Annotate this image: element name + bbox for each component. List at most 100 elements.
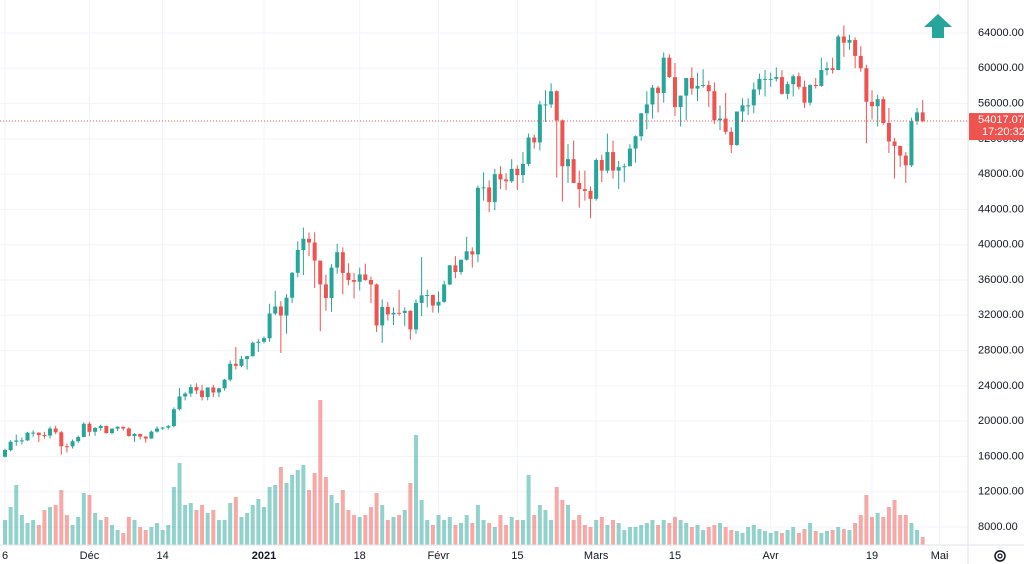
volume-bar: [650, 520, 655, 545]
candle-body: [166, 426, 171, 428]
countdown-label: 17:20:32: [982, 126, 1024, 138]
volume-bar: [380, 505, 385, 545]
volume-bar: [779, 533, 784, 545]
volume-bar: [841, 529, 846, 545]
x-tick-label: 2021: [252, 550, 276, 562]
candle-body: [560, 120, 565, 167]
arrow-icon[interactable]: [924, 14, 952, 38]
volume-bar: [256, 499, 261, 545]
volume-bar: [543, 510, 548, 545]
volume-bar: [447, 517, 452, 545]
volume-bar: [689, 527, 694, 545]
volume-bar: [183, 505, 188, 545]
candle-body: [391, 312, 396, 315]
volume-bar: [205, 513, 210, 545]
volume-bar: [554, 487, 559, 545]
volume-bar: [481, 520, 486, 545]
candle-body: [419, 295, 424, 303]
volume-bar: [763, 531, 768, 545]
volume-bar: [824, 531, 829, 545]
candle-body: [447, 265, 452, 285]
candle-body: [492, 174, 497, 202]
candle-body: [312, 242, 317, 261]
volume-bar: [802, 529, 807, 545]
candle-body: [318, 260, 323, 285]
candle-body: [346, 272, 351, 280]
candle-body: [205, 387, 210, 398]
candle-body: [740, 105, 745, 112]
volume-bar: [796, 533, 801, 545]
volume-bar: [132, 520, 137, 545]
volume-bar: [233, 497, 238, 545]
candle-body: [487, 187, 492, 202]
candle-body: [430, 294, 435, 306]
candle-body: [453, 265, 458, 273]
candle-body: [909, 121, 914, 166]
candle-body: [892, 141, 897, 146]
candle-body: [138, 433, 143, 437]
volume-bar: [740, 533, 745, 545]
volume-bar: [616, 523, 621, 545]
candle-body: [858, 55, 863, 69]
candle-body: [109, 428, 114, 434]
y-tick-label: 16000.00: [978, 450, 1024, 462]
y-tick-label: 36000.00: [978, 274, 1024, 286]
volume-bar: [385, 520, 390, 545]
y-tick-label: 32000.00: [978, 309, 1024, 321]
volume-bar: [633, 527, 638, 545]
candle-body: [689, 77, 694, 89]
x-tick-label: Avr: [763, 550, 780, 562]
volume-bar: [526, 475, 531, 545]
candle-body: [87, 423, 92, 432]
candle-body: [582, 189, 587, 191]
volume-bar: [853, 523, 858, 545]
candle-body: [233, 363, 238, 366]
candle-body: [464, 251, 469, 260]
candle-body: [830, 68, 835, 71]
candle-body: [526, 137, 531, 164]
candle-body: [481, 187, 486, 189]
volume-bar: [520, 520, 525, 545]
volume-bar: [498, 515, 503, 545]
candle-body: [718, 118, 723, 121]
volume-bar: [267, 487, 272, 545]
volume-bar: [31, 520, 36, 545]
candle-body: [329, 267, 334, 298]
volume-bar: [622, 530, 627, 545]
last-price-label: 54017.07: [978, 114, 1024, 126]
volume-bar: [160, 530, 165, 545]
settings-icon[interactable]: [994, 550, 1006, 562]
candle-body: [261, 338, 266, 342]
volume-bar: [819, 533, 824, 545]
volume-bar: [549, 520, 554, 545]
candle-body: [14, 440, 19, 442]
candle-body: [796, 76, 801, 87]
candle-body: [611, 152, 616, 171]
candle-body: [307, 238, 312, 243]
volume-bar: [611, 520, 616, 545]
volume-bar: [109, 525, 114, 545]
volume-bar: [875, 513, 880, 545]
candle-body: [836, 36, 841, 71]
candle-body: [442, 284, 447, 302]
candle-body: [898, 145, 903, 156]
volume-bar: [672, 517, 677, 545]
x-tick-label: 14: [157, 550, 169, 562]
candle-body: [853, 40, 858, 56]
candle-body: [509, 168, 514, 182]
candle-body: [380, 306, 385, 326]
candle-body: [273, 306, 278, 314]
volume-bar: [915, 530, 920, 545]
candle-body: [126, 428, 131, 436]
candle-body: [532, 137, 537, 143]
volume-bar: [138, 527, 143, 545]
candle-body: [183, 393, 188, 397]
volume-bar: [312, 473, 317, 545]
candle-body: [723, 118, 728, 132]
candle-body: [886, 122, 891, 142]
volume-bar: [419, 500, 424, 545]
candle-body: [413, 302, 418, 330]
volume-bar: [639, 525, 644, 545]
candle-body: [335, 252, 340, 268]
